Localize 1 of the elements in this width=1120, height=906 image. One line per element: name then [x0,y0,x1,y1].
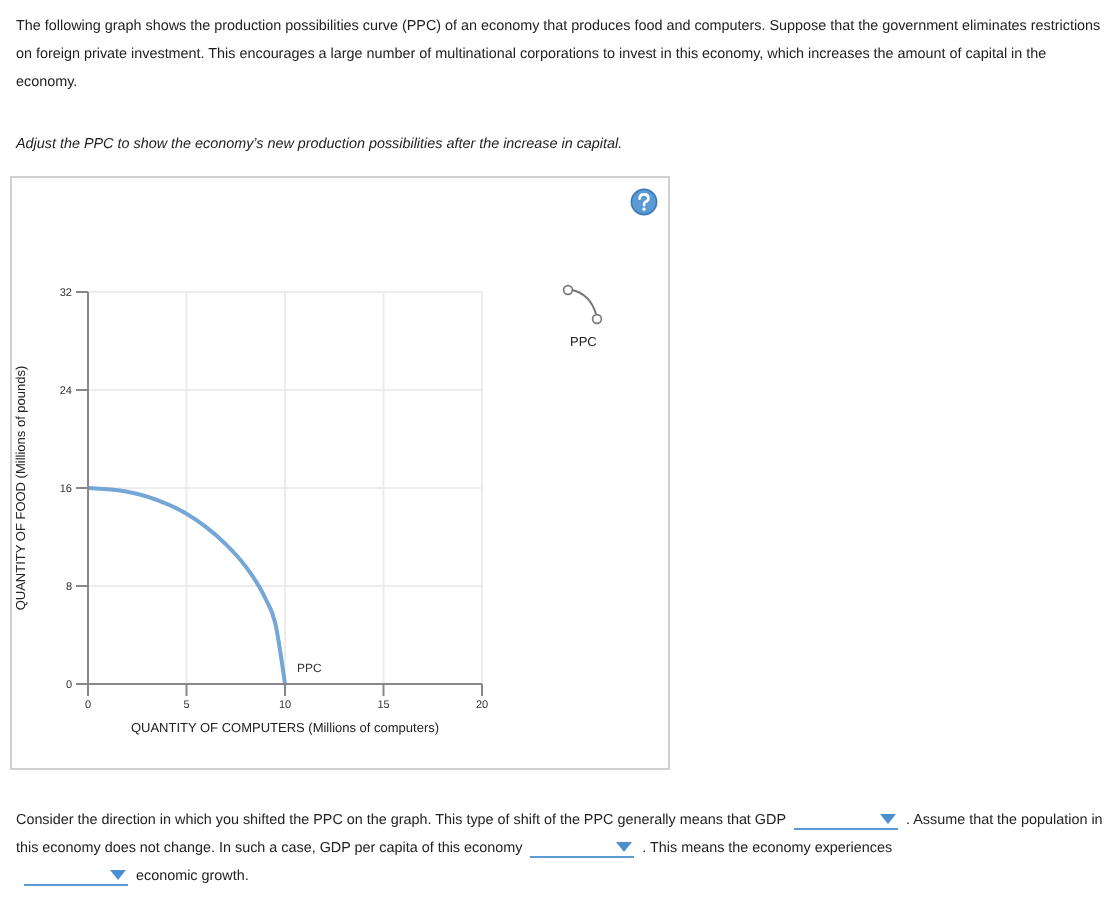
line-series [88,486,287,684]
